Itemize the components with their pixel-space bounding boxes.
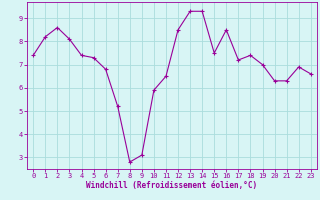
X-axis label: Windchill (Refroidissement éolien,°C): Windchill (Refroidissement éolien,°C) <box>86 181 258 190</box>
